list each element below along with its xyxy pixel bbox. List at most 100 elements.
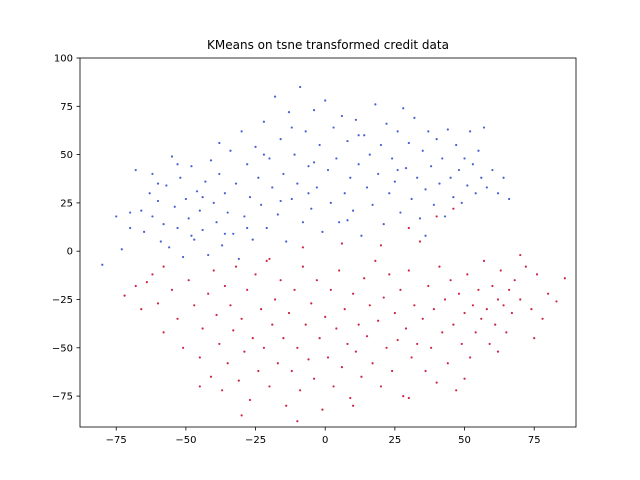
data-point (207, 253, 210, 257)
data-point (343, 192, 346, 195)
data-point (215, 221, 218, 224)
data-point (457, 168, 461, 172)
data-point (396, 338, 399, 342)
y-tick-label: 0 (67, 247, 73, 258)
data-point (296, 420, 299, 423)
data-point (379, 385, 383, 388)
data-point (129, 211, 132, 214)
data-point (156, 199, 160, 203)
data-point (176, 317, 179, 320)
data-point (396, 168, 399, 172)
data-point (413, 304, 416, 307)
data-point (441, 331, 444, 334)
data-point (248, 398, 252, 402)
data-point (533, 337, 536, 340)
data-point (201, 327, 204, 330)
data-point (260, 203, 263, 206)
data-point (246, 226, 249, 230)
data-point (209, 159, 213, 162)
data-point (285, 240, 288, 243)
data-point (547, 292, 550, 295)
data-point (282, 337, 285, 340)
data-point (508, 197, 511, 201)
data-point (290, 369, 293, 373)
data-point (282, 172, 285, 176)
data-point (179, 176, 182, 179)
data-point (151, 215, 154, 218)
data-point (176, 226, 179, 230)
data-point (343, 308, 346, 311)
data-point (287, 110, 291, 114)
data-point (329, 288, 332, 291)
data-point (379, 244, 383, 247)
data-point (455, 143, 458, 147)
data-point (360, 375, 363, 378)
data-point (218, 342, 221, 346)
data-point (502, 176, 505, 179)
data-point (170, 288, 174, 291)
data-point (243, 215, 246, 218)
data-point (530, 308, 533, 311)
data-point (335, 157, 338, 160)
data-point (471, 163, 474, 166)
data-point (396, 130, 399, 133)
data-point (432, 203, 435, 206)
data-point (246, 288, 249, 291)
data-point (332, 385, 335, 388)
data-point (390, 369, 394, 373)
data-point (285, 404, 288, 407)
data-point (223, 232, 226, 235)
data-point (407, 396, 410, 400)
data-point (223, 192, 226, 195)
data-point (209, 375, 213, 378)
y-tick-label: 75 (60, 102, 73, 113)
data-point (187, 217, 190, 220)
data-point (129, 226, 132, 230)
data-point (265, 226, 268, 230)
data-point (555, 300, 558, 303)
data-point (449, 176, 452, 179)
data-point (374, 103, 377, 106)
data-point (349, 176, 352, 179)
data-point (312, 377, 316, 380)
data-point (262, 346, 266, 349)
data-point (221, 389, 224, 392)
data-point (165, 184, 168, 187)
data-point (212, 269, 215, 272)
data-point (388, 192, 391, 195)
x-tick-label: 25 (389, 435, 402, 446)
data-point (312, 161, 316, 164)
data-point (237, 257, 240, 261)
data-point (335, 327, 338, 330)
data-point (279, 138, 282, 141)
data-point (435, 138, 438, 141)
data-point (446, 362, 449, 365)
data-point (382, 296, 385, 299)
data-point (363, 277, 366, 280)
data-point (374, 259, 377, 262)
data-point (218, 141, 221, 145)
data-point (273, 298, 277, 301)
data-point (123, 294, 126, 297)
data-point (435, 381, 438, 384)
data-point (524, 265, 527, 268)
data-point (226, 362, 229, 365)
y-tick-label: −75 (52, 392, 73, 403)
data-point (371, 362, 374, 365)
data-point (407, 226, 410, 230)
data-point (382, 223, 385, 226)
data-point (377, 172, 380, 176)
data-point (190, 234, 193, 237)
data-point (460, 342, 463, 346)
data-point (318, 337, 321, 340)
data-point (195, 190, 199, 193)
axes: −75 −50 −25 0 25 50 75 −75 −50 −25 0 25 50 75 100 (52, 54, 577, 446)
data-point (254, 145, 257, 148)
data-point (198, 209, 201, 212)
data-point (207, 292, 210, 295)
data-point (482, 126, 486, 129)
data-point (430, 346, 433, 349)
data-point (279, 199, 282, 203)
data-point (502, 304, 505, 307)
data-point (430, 165, 433, 168)
